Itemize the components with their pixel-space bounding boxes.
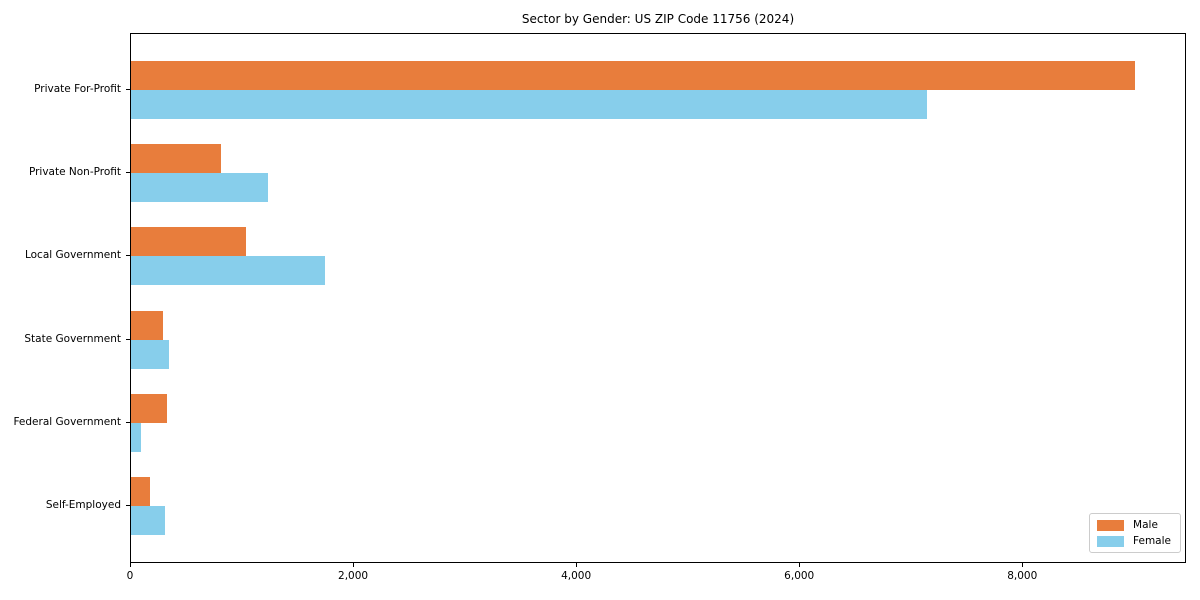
legend-items: Male Female bbox=[1097, 519, 1171, 547]
bar-female-0 bbox=[131, 89, 928, 119]
x-tick-mark bbox=[352, 563, 354, 567]
bar-male-3 bbox=[131, 310, 163, 340]
y-tick-label: Private Non-Profit bbox=[28, 166, 121, 179]
legend-item-female: Female bbox=[1097, 535, 1171, 547]
x-axis: 0 2,000 4,000 6,000 8,000 bbox=[126, 563, 1186, 593]
y-tick-mark bbox=[126, 421, 130, 423]
bar-female-3 bbox=[131, 339, 169, 369]
x-tick-mark bbox=[129, 563, 131, 567]
x-tick-mark bbox=[1021, 563, 1023, 567]
y-tick-label: State Government bbox=[24, 332, 121, 345]
bar-male-0 bbox=[131, 60, 1135, 90]
y-tick-mark bbox=[126, 88, 130, 90]
y-tick-mark bbox=[126, 172, 130, 174]
legend-label-female: Female bbox=[1133, 535, 1171, 547]
x-tick-mark bbox=[798, 563, 800, 567]
x-tick-label: 6,000 bbox=[784, 570, 815, 582]
x-tick-mark bbox=[575, 563, 577, 567]
y-tick-label: Private For-Profit bbox=[34, 82, 121, 95]
legend-swatch-male bbox=[1097, 519, 1125, 531]
bar-male-4 bbox=[131, 393, 167, 423]
bar-female-5 bbox=[131, 506, 166, 536]
x-tick-label: 2,000 bbox=[338, 570, 369, 582]
x-tick-label: 4,000 bbox=[561, 570, 592, 582]
legend: Male Female bbox=[1089, 513, 1181, 553]
bar-male-2 bbox=[131, 227, 246, 257]
bar-female-1 bbox=[131, 173, 268, 203]
y-tick-label: Self-Employed bbox=[45, 499, 121, 512]
y-tick-label: Federal Government bbox=[13, 415, 121, 428]
bar-male-1 bbox=[131, 144, 221, 174]
legend-label-male: Male bbox=[1133, 519, 1158, 531]
bar-female-4 bbox=[131, 422, 142, 452]
plot-area: Male Female bbox=[130, 33, 1186, 563]
bar-female-2 bbox=[131, 256, 325, 286]
legend-swatch-female bbox=[1097, 535, 1125, 547]
y-tick-mark bbox=[126, 255, 130, 257]
chart-title: Sector by Gender: US ZIP Code 11756 (202… bbox=[521, 12, 795, 26]
x-tick-label: 8,000 bbox=[1007, 570, 1038, 582]
x-tick-label: 0 bbox=[126, 570, 134, 582]
legend-item-male: Male bbox=[1097, 519, 1171, 531]
y-tick-label: Local Government bbox=[24, 249, 121, 262]
y-tick-mark bbox=[126, 505, 130, 507]
y-tick-mark bbox=[126, 338, 130, 340]
y-axis: Private For-Profit Private Non-Profit Loca… bbox=[0, 33, 130, 563]
bar-male-5 bbox=[131, 477, 150, 507]
